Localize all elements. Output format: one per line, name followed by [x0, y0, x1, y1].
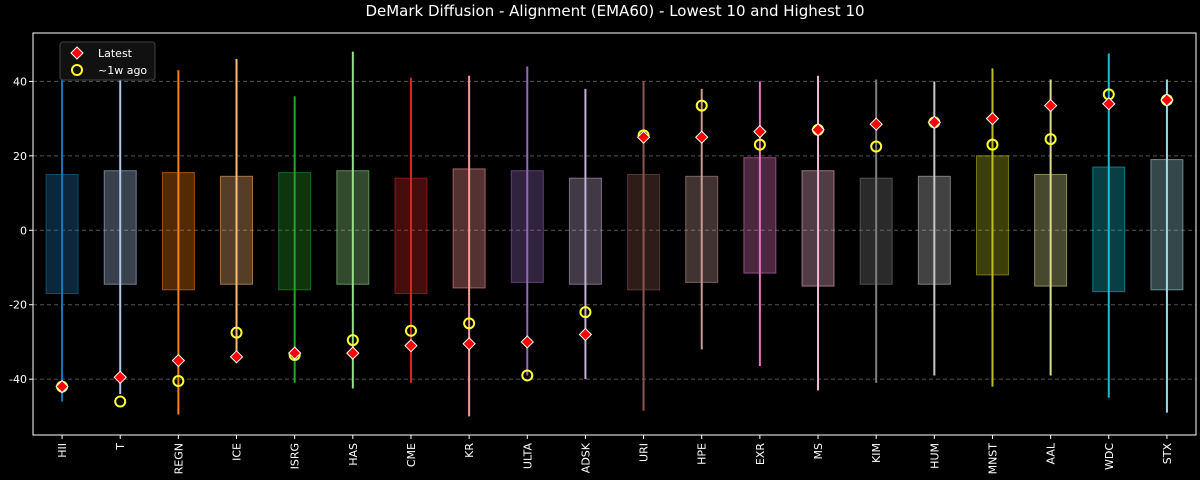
x-tick-label-uri: URI [638, 443, 651, 462]
x-tick-label-stx: STX [1161, 443, 1174, 465]
latest-marker-ulta [520, 335, 534, 349]
x-tick-label-ms: MS [812, 443, 825, 459]
latest-marker-mnst [985, 111, 1000, 126]
latest-marker-hii [55, 379, 69, 394]
x-tick-label-hpe: HPE [696, 443, 709, 465]
week-ago-marker-hpe [695, 99, 708, 112]
y-tick-label: 40 [13, 75, 27, 88]
x-tick-label-cme: CME [405, 443, 418, 467]
x-tick-label-has: HAS [347, 443, 360, 466]
latest-marker-ms [811, 123, 825, 137]
legend-latest-marker [70, 46, 84, 60]
x-tick-label-adsk: ADSK [579, 442, 592, 473]
latest-marker-exr [753, 124, 767, 139]
week-ago-marker-kr [463, 317, 476, 330]
boxes [45, 51, 1184, 417]
plot-frame [32, 32, 1197, 436]
latest-marker-t [113, 370, 127, 385]
x-tick-label-hii: HII [56, 443, 69, 458]
x-tick-label-kim: KIM [870, 443, 883, 463]
week-ago-marker-exr [753, 138, 766, 151]
latest-marker-isrg [287, 346, 302, 360]
x-tick-label-hum: HUM [928, 443, 941, 469]
markers [55, 88, 1174, 408]
latest-marker-hpe [695, 130, 709, 144]
x-tick-label-mnst: MNST [986, 443, 999, 475]
latest-marker-hum [927, 115, 942, 130]
latest-marker-stx [1160, 93, 1174, 107]
latest-marker-adsk [578, 327, 593, 342]
x-tick-label-regn: REGN [172, 443, 185, 474]
legend-week-ago-label: ~1w ago [98, 64, 147, 77]
axes: -40 -20 0 20 40 HII T REGN ICE ISRG HAS CME KR ULTA AD… [9, 75, 1174, 474]
y-tick-label: -20 [9, 299, 27, 312]
latest-marker-regn [171, 353, 186, 368]
week-ago-marker-t [114, 395, 127, 408]
latest-marker-cme [404, 338, 418, 353]
legend-latest-label: Latest [98, 47, 133, 60]
legend: Latest ~1w ago [59, 41, 156, 81]
week-ago-marker-ice [230, 326, 243, 339]
week-ago-marker-regn [172, 375, 185, 388]
latest-marker-ice [229, 350, 244, 364]
chart-title: DeMark Diffusion - Alignment (EMA60) - L… [365, 2, 864, 20]
x-tick-label-aal: AAL [1045, 442, 1058, 464]
y-tick-label: 20 [13, 150, 27, 163]
legend-box [59, 41, 156, 81]
latest-marker-uri [636, 130, 651, 144]
latest-marker-kim [869, 117, 883, 131]
week-ago-marker-kim [870, 140, 883, 153]
week-ago-marker-adsk [579, 306, 592, 319]
latest-marker-kr [462, 337, 476, 351]
x-tick-label-isrg: ISRG [289, 443, 302, 469]
y-tick-label: 0 [20, 224, 27, 237]
week-ago-marker-cme [404, 324, 417, 337]
x-tick-label-ice: ICE [231, 443, 244, 461]
week-ago-marker-ulta [521, 369, 534, 382]
latest-marker-has [346, 346, 360, 360]
y-tick-label: -40 [9, 373, 27, 386]
x-tick-label-kr: KR [463, 443, 476, 458]
week-ago-marker-mnst [986, 138, 999, 151]
legend-week-ago-marker [71, 64, 83, 76]
week-ago-marker-has [346, 334, 359, 347]
x-tick-label-ulta: ULTA [521, 443, 534, 470]
x-tick-label-wdc: WDC [1103, 443, 1116, 470]
week-ago-marker-aal [1044, 133, 1057, 146]
latest-marker-aal [1043, 98, 1058, 113]
x-tick-label-t: T [114, 443, 127, 451]
x-tick-label-exr: EXR [754, 443, 767, 465]
latest-marker-wdc [1102, 97, 1116, 111]
